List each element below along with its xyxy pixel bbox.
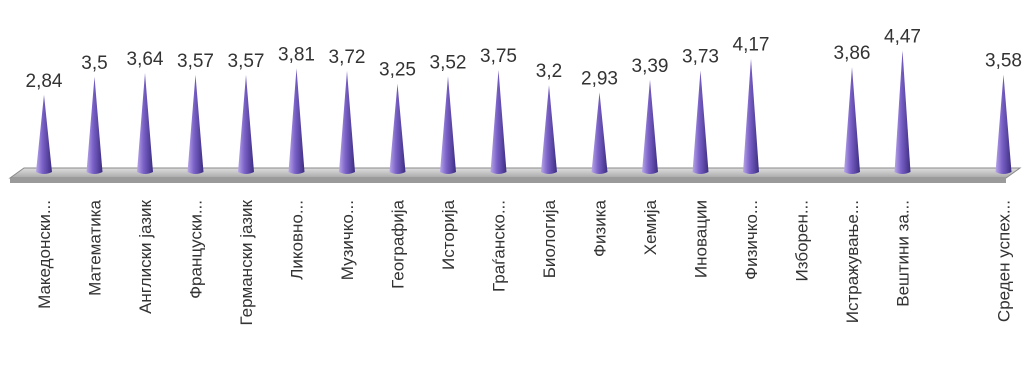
data-label: 3,86 (834, 43, 871, 64)
data-label: 2,84 (26, 71, 63, 92)
category-label: Македонски... (35, 200, 54, 309)
category-label: Француски... (187, 200, 206, 299)
data-label: 3,5 (81, 53, 107, 74)
category-label: Истражување... (843, 200, 862, 323)
data-label: 4,47 (884, 26, 921, 47)
category-label: Музичко... (338, 200, 357, 280)
category-label: Хемија (641, 199, 660, 255)
data-label: 3,81 (278, 44, 315, 65)
category-label: Ликовно... (288, 200, 307, 280)
bar-cone (995, 74, 1012, 174)
bar-cone (541, 84, 557, 174)
bar-cone (692, 70, 709, 174)
category-label: Математика (86, 199, 105, 295)
chart-floor (8, 167, 1022, 179)
bar-cone (36, 94, 52, 174)
bar-cone (490, 70, 507, 174)
data-label: 3,75 (480, 46, 517, 67)
data-label: 3,2 (536, 61, 562, 82)
bar-cone (339, 70, 355, 174)
chart-floor-edge (10, 178, 1006, 183)
bar-cone (844, 67, 860, 174)
bar-cone (389, 83, 406, 174)
data-label: 3,52 (430, 52, 467, 73)
category-label: Иновации (692, 200, 711, 278)
bar-cone (238, 74, 254, 174)
category-label: Германски јазик (237, 199, 256, 325)
data-label: 3,64 (127, 49, 164, 70)
data-label: 3,73 (682, 47, 719, 68)
category-label: Изборен... (793, 200, 812, 281)
bar-cone (591, 92, 608, 174)
bar-cone (187, 74, 204, 174)
category-label: Англиски јазик (136, 199, 155, 313)
category-label: Физичко... (742, 200, 761, 280)
category-label: Среден успех... (995, 200, 1014, 322)
data-label: 3,57 (177, 51, 214, 72)
category-label: Биологија (540, 199, 559, 278)
data-label: 3,58 (985, 51, 1022, 72)
bar-cone (288, 68, 305, 174)
category-label: Физика (591, 199, 610, 257)
data-label: 3,25 (379, 60, 416, 81)
bar-cone (743, 58, 759, 174)
bar-cone (642, 79, 658, 174)
category-label: Вештини за... (894, 200, 913, 307)
data-label: 3,39 (632, 56, 669, 77)
data-label: 4,17 (733, 35, 770, 56)
bar-cone (86, 76, 103, 174)
category-label: Географија (389, 199, 408, 288)
bar-cone (894, 50, 911, 174)
data-label: 2,93 (581, 68, 618, 89)
bar-cone (137, 72, 153, 174)
data-label: 3,72 (329, 47, 366, 68)
category-label: Историја (439, 199, 458, 269)
bar-cone (440, 76, 456, 174)
data-label: 3,57 (228, 51, 265, 72)
category-label: Граѓанско... (490, 200, 509, 292)
